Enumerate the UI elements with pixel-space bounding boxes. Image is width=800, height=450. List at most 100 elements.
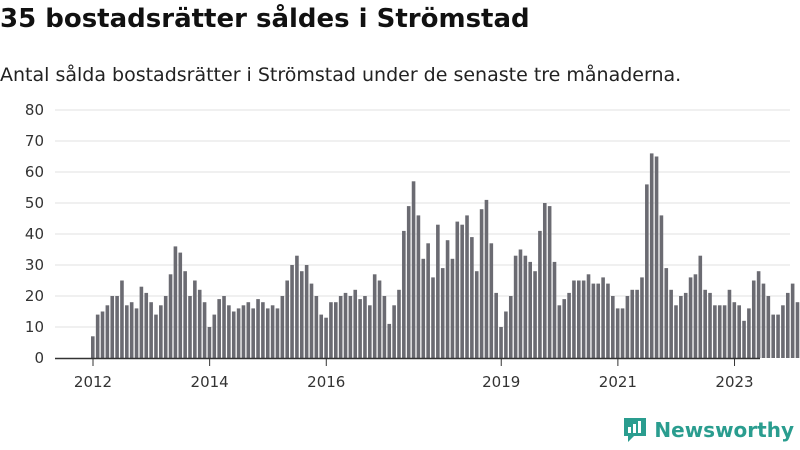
bar bbox=[139, 286, 144, 358]
bar bbox=[596, 283, 601, 358]
chart-subtitle: Antal sålda bostadsrätter i Strömstad un… bbox=[0, 64, 682, 86]
bar bbox=[193, 280, 197, 358]
bar bbox=[416, 215, 421, 358]
bar bbox=[261, 302, 265, 358]
bar bbox=[727, 289, 732, 358]
bar bbox=[659, 215, 664, 358]
bar bbox=[212, 314, 217, 358]
bar bbox=[285, 280, 289, 358]
x-tick-label: 2021 bbox=[599, 373, 637, 391]
bar bbox=[353, 289, 358, 358]
x-tick-label: 2019 bbox=[482, 373, 520, 391]
bar bbox=[552, 261, 557, 358]
bar bbox=[484, 199, 489, 358]
bar bbox=[402, 230, 406, 358]
bar bbox=[110, 296, 115, 358]
bar bbox=[771, 314, 775, 358]
bar bbox=[334, 302, 338, 358]
bar bbox=[265, 308, 270, 358]
bar bbox=[436, 224, 440, 358]
bar bbox=[222, 296, 226, 358]
bar bbox=[654, 156, 659, 358]
bar bbox=[154, 314, 158, 358]
bar bbox=[348, 296, 353, 358]
bar bbox=[528, 261, 532, 358]
bar bbox=[669, 289, 673, 358]
bar bbox=[470, 237, 474, 358]
bar bbox=[144, 292, 149, 358]
bar bbox=[363, 296, 367, 358]
bar bbox=[134, 308, 139, 358]
bar bbox=[338, 296, 343, 358]
bar bbox=[615, 308, 620, 358]
bar bbox=[542, 203, 547, 358]
bar bbox=[635, 289, 639, 358]
bar bbox=[455, 221, 460, 358]
bar bbox=[713, 305, 717, 358]
y-tick-label: 60 bbox=[25, 163, 44, 181]
bar bbox=[188, 296, 192, 358]
bar bbox=[246, 302, 251, 358]
bar bbox=[270, 305, 275, 358]
bar bbox=[115, 296, 119, 358]
bar bbox=[421, 258, 426, 358]
bar bbox=[440, 268, 445, 358]
bar bbox=[309, 283, 314, 358]
bar bbox=[231, 311, 236, 358]
bar bbox=[168, 274, 173, 358]
bar bbox=[392, 305, 396, 358]
bar bbox=[241, 305, 246, 358]
bar bbox=[227, 305, 231, 358]
y-axis-ticks: 0 10 20 30 40 50 60 70 80 bbox=[25, 101, 44, 367]
bar bbox=[100, 311, 105, 358]
y-tick-label: 50 bbox=[25, 194, 44, 212]
bar bbox=[751, 280, 756, 358]
bar bbox=[251, 308, 255, 358]
bar bbox=[533, 271, 537, 358]
bar bbox=[567, 292, 571, 358]
bar bbox=[742, 320, 746, 358]
bar bbox=[688, 277, 693, 358]
bar bbox=[149, 302, 153, 358]
bar bbox=[178, 252, 183, 358]
bar bbox=[377, 280, 382, 358]
bar bbox=[406, 206, 411, 358]
bar bbox=[557, 305, 562, 358]
bar bbox=[183, 271, 187, 358]
bar bbox=[785, 292, 790, 358]
bar bbox=[581, 280, 586, 358]
y-tick-label: 10 bbox=[25, 318, 44, 336]
bar bbox=[95, 314, 100, 358]
bar bbox=[431, 277, 435, 358]
bar bbox=[129, 302, 134, 358]
bar bbox=[640, 277, 644, 358]
bars bbox=[91, 153, 800, 358]
bar bbox=[324, 317, 328, 358]
newsworthy-logo: Newsworthy bbox=[622, 416, 794, 444]
bar bbox=[329, 302, 333, 358]
bar bbox=[163, 296, 168, 358]
newsworthy-logo-icon bbox=[624, 418, 647, 442]
bar bbox=[479, 209, 484, 358]
y-tick-label: 20 bbox=[25, 287, 44, 305]
bar bbox=[732, 302, 737, 358]
bar bbox=[319, 314, 324, 358]
bar bbox=[664, 268, 669, 358]
bar bbox=[630, 289, 635, 358]
bar bbox=[649, 153, 654, 358]
bar bbox=[722, 305, 727, 358]
y-tick-label: 40 bbox=[25, 225, 44, 243]
bar bbox=[358, 299, 362, 358]
bar bbox=[280, 296, 285, 358]
bar bbox=[518, 249, 523, 358]
bar bbox=[159, 305, 163, 358]
x-tick-label: 2016 bbox=[307, 373, 345, 391]
bar bbox=[290, 265, 294, 358]
bar bbox=[674, 305, 678, 358]
y-tick-label: 0 bbox=[34, 349, 44, 367]
bar bbox=[304, 265, 309, 358]
bar bbox=[538, 230, 542, 358]
bar bbox=[295, 255, 299, 358]
brand-name: Newsworthy bbox=[654, 418, 794, 442]
